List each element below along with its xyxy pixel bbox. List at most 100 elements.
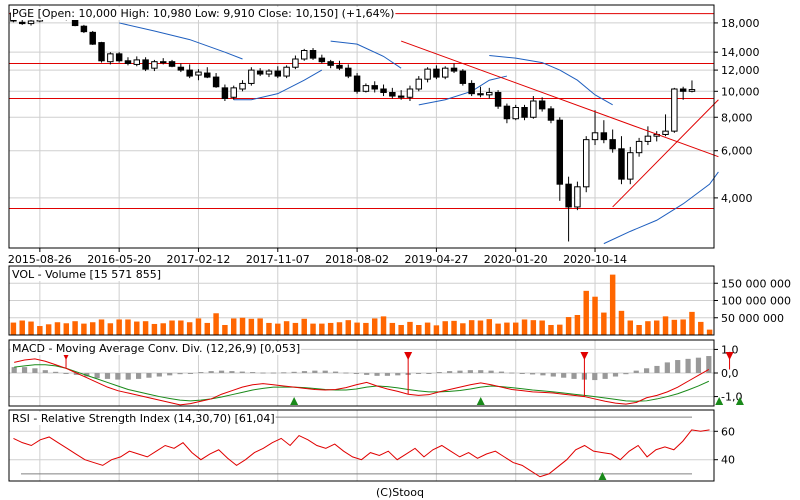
candle	[336, 60, 343, 71]
candle-body-down	[609, 139, 616, 150]
candle-body-up	[283, 66, 290, 77]
volume-bar	[416, 324, 422, 335]
candle-body-down	[212, 76, 220, 88]
candle	[177, 63, 185, 73]
candle-body-up	[151, 61, 158, 69]
macd-histogram-bar	[198, 372, 204, 374]
candle-body-down	[618, 148, 625, 180]
candle	[309, 48, 317, 60]
candle	[530, 96, 537, 119]
macd-histogram-bar	[125, 373, 131, 380]
macd-histogram-bar	[42, 370, 48, 373]
candle	[486, 87, 493, 99]
x-axis-date-label: 2016-05-20	[87, 253, 151, 266]
candle-body-up	[574, 186, 581, 208]
volume-bar	[380, 316, 387, 335]
volume-bar	[371, 318, 378, 335]
candle-body-down	[397, 95, 405, 98]
macd-histogram-bar	[104, 373, 111, 379]
macd-histogram-bar	[509, 372, 515, 374]
rsi-axis-label: 60	[721, 425, 735, 438]
candle-body-down	[450, 67, 458, 72]
rsi-buy-marker	[598, 472, 607, 480]
candle-body-up	[230, 87, 237, 98]
volume-bar	[169, 320, 175, 335]
macd-panel: 1,0 0,0 -1,0 MACD - Moving Average Conv. Di…	[8, 339, 744, 407]
macd-histogram-bar	[654, 365, 660, 373]
candle	[89, 30, 96, 45]
candle	[424, 67, 431, 83]
candle-body-up	[265, 70, 273, 75]
candle	[688, 80, 696, 93]
price-axis-label: 12,000	[721, 64, 760, 77]
trendline	[612, 99, 719, 208]
candle-body-down	[521, 107, 528, 118]
candle-body-down	[221, 87, 229, 100]
candle-body-down	[477, 93, 484, 96]
volume-bar	[645, 321, 651, 335]
volume-panel: 150 000 000 100 000 000 50 000 000 VOL - Vo…	[8, 265, 791, 336]
candle-body-down	[503, 105, 511, 120]
candle	[345, 64, 352, 79]
macd-histogram-bar	[550, 373, 556, 377]
candle	[239, 80, 246, 92]
x-axis-date-label: 2019-04-27	[404, 253, 468, 266]
candle	[389, 87, 396, 99]
volume-bar	[37, 326, 43, 335]
candle-body-down	[538, 100, 546, 110]
candle-body-up	[300, 50, 308, 60]
candle	[609, 129, 616, 153]
volume-bar	[239, 317, 246, 335]
macd-histogram-bar	[32, 368, 38, 373]
macd-histogram-bar	[612, 373, 619, 377]
price-panel-title: PGE [Open: 10,000 High: 10,980 Low: 9,91…	[12, 7, 394, 20]
volume-bar	[89, 322, 96, 335]
x-axis-date-label: 2017-02-12	[167, 253, 231, 266]
volume-bar	[574, 314, 581, 335]
candle	[433, 65, 440, 80]
candle-body-up	[671, 88, 678, 132]
x-axis-date-label: 2017-11-07	[246, 253, 310, 266]
x-axis-date-label: 2018-08-02	[325, 253, 389, 266]
volume-bar	[671, 319, 678, 335]
macd-histogram-bar	[11, 367, 17, 373]
volume-bar	[283, 321, 290, 335]
candle-body-up	[627, 152, 634, 180]
bollinger-band	[330, 40, 402, 69]
candle	[353, 73, 361, 94]
volume-bar	[292, 322, 299, 335]
macd-signal-line	[14, 364, 710, 402]
volume-axis-label: 50 000 000	[721, 312, 784, 325]
bollinger-band	[489, 55, 613, 106]
macd-histogram-bar	[146, 373, 152, 378]
candle	[124, 57, 132, 66]
trendline	[400, 40, 719, 158]
macd-histogram-bar	[415, 373, 422, 374]
candle-body-down	[468, 82, 475, 95]
candle	[371, 81, 378, 93]
candle	[635, 137, 643, 157]
macd-histogram-bar	[488, 370, 494, 373]
macd-histogram-bar	[281, 372, 287, 374]
candle	[274, 66, 282, 79]
candle-body-down	[547, 108, 555, 121]
volume-bar	[63, 323, 70, 335]
candle	[477, 86, 484, 98]
macd-histogram-bar	[187, 373, 194, 374]
macd-histogram-bar	[343, 372, 349, 374]
macd-histogram-bar	[322, 370, 328, 373]
candle	[142, 57, 149, 72]
candle-body-down	[336, 64, 343, 69]
volume-bar	[327, 322, 334, 335]
candle	[512, 104, 519, 121]
candle	[168, 59, 176, 68]
macd-histogram-bar	[208, 371, 214, 373]
macd-histogram-bar	[218, 370, 225, 373]
volume-bar	[266, 322, 272, 335]
volume-bar	[195, 318, 202, 335]
candle-body-up	[406, 88, 414, 98]
candle	[362, 83, 370, 93]
macd-line	[14, 358, 710, 406]
volume-bar	[442, 321, 448, 335]
